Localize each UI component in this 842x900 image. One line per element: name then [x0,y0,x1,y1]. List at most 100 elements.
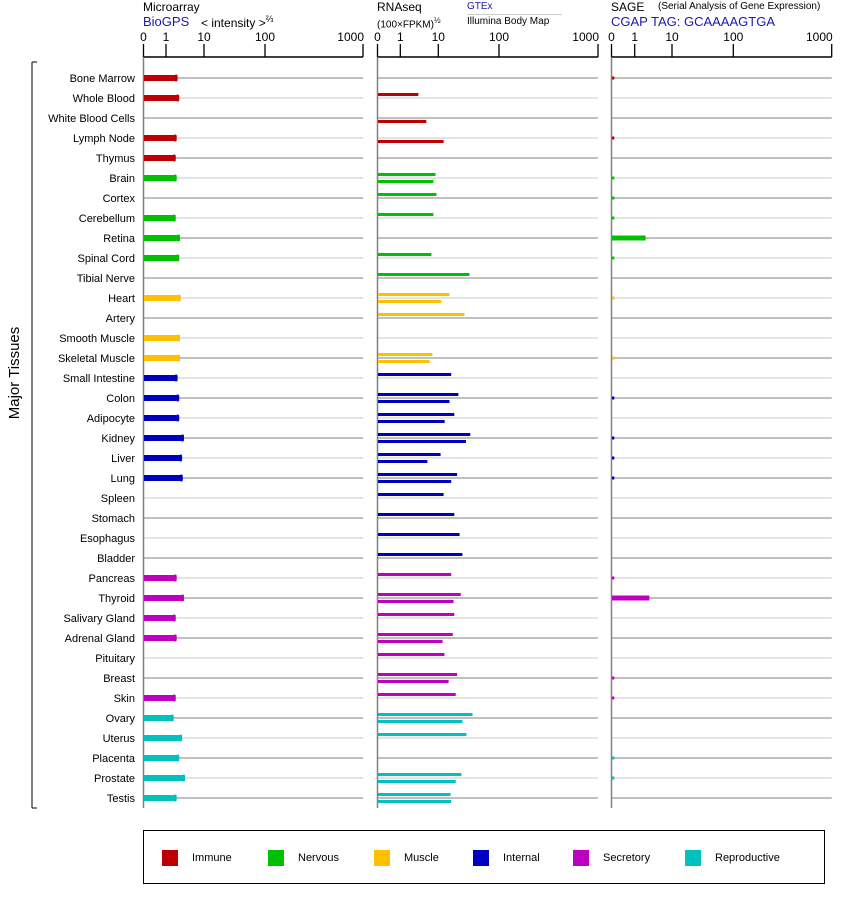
microarray-bar-cap [177,294,181,302]
gtex-bar [378,93,419,96]
tissue-label: Colon [106,393,135,405]
legend-swatch [268,850,284,866]
sage-bar [612,576,615,580]
gtex-bar [378,553,463,556]
illumina-bar [378,440,466,443]
microarray-bar [144,695,174,701]
sage-bar [612,476,615,480]
microarray-bar-cap [176,414,180,422]
gtex-bar [378,653,445,656]
tissue-label: Ovary [106,713,136,725]
sage-bar [612,396,615,400]
microarray-bar-cap [173,134,177,142]
microarray-bar-cap [173,794,177,802]
gtex-bar [378,593,461,596]
tissue-label: Esophagus [80,533,136,545]
illumina-label: Illumina Body Map [467,16,550,27]
microarray-bar-cap [174,74,178,82]
illumina-bar [378,180,434,183]
legend-item-secretory: Secretory [573,850,650,866]
sage-bar [612,176,615,180]
sage-bar [612,696,615,700]
gtex-bar [378,493,444,496]
microarray-bar-cap [179,474,183,482]
microarray-bar-cap [180,434,184,442]
microarray-bar [144,155,174,161]
sage-bar [612,256,615,260]
microarray-bar [144,755,177,761]
gtex-bar [378,533,460,536]
gtex-bar [378,253,432,256]
sage-bar [612,76,615,80]
tissue-label: Breast [103,673,135,685]
microarray-tick-label: 0 [140,30,147,44]
gtex-bar [378,633,453,636]
illumina-bar [378,720,463,723]
legend-swatch [162,850,178,866]
tissue-label: Prostate [94,773,135,785]
microarray-bar [144,435,182,441]
illumina-bar [378,120,427,123]
sage-subtitle: (Serial Analysis of Gene Expression) [658,1,821,12]
biogps-link[interactable]: BioGPS [143,14,190,29]
rnaseq-tick-label: 10 [432,30,446,44]
illumina-bar [378,480,452,483]
gtex-bar [378,173,436,176]
legend: Immune Nervous Muscle Internal Secretory Repr… [143,830,825,884]
microarray-bar [144,415,177,421]
gtex-bar [378,373,452,376]
gtex-bar [378,293,450,296]
tissue-label: Stomach [92,513,135,525]
tissue-label: Tibial Nerve [77,273,135,285]
illumina-bar [378,140,444,143]
microarray-bar [144,575,175,581]
microarray-bar-cap [173,574,177,582]
gtex-bar [378,713,473,716]
microarray-tick-label: 1000 [337,30,364,44]
sage-bar [612,756,615,760]
sage-bar [612,216,615,220]
rnaseq-unit-exponent: ½ [433,16,441,25]
gtex-bar [378,573,452,576]
cgap-tag-link[interactable]: CGAP TAG: GCAAAAGTGA [611,14,775,29]
gtex-bar [378,353,433,356]
microarray-bar-cap [170,714,174,722]
illumina-bar [378,400,450,403]
tissue-label: Heart [108,293,135,305]
rnaseq-unit: (100×FPKM)½ [377,16,441,30]
microarray-title: Microarray [143,0,200,14]
microarray-bar [144,795,175,801]
microarray-bar [144,735,180,741]
illumina-bar [378,640,443,643]
sage-bar [612,356,615,360]
sage-bar [612,436,615,440]
sage-bar [612,296,615,300]
microarray-bar-cap [176,394,180,402]
tissue-label: Placenta [92,753,136,765]
microarray-bar [144,175,175,181]
legend-label: Muscle [404,852,439,864]
rnaseq-tick-label: 1 [397,30,404,44]
gtex-link[interactable]: GTEx [467,1,493,12]
microarray-bar-cap [172,614,176,622]
tissue-label: Small Intestine [63,373,135,385]
microarray-bar [144,95,177,101]
sage-tick-label: 0 [608,30,615,44]
legend-swatch [473,850,489,866]
microarray-bar-cap [172,214,176,222]
tissue-label: Pancreas [89,573,136,585]
gtex-bar [378,213,434,216]
gtex-bar [378,473,458,476]
tissue-label: Adrenal Gland [65,633,135,645]
tissue-label: Kidney [101,433,135,445]
tissue-label: Uterus [103,733,136,745]
microarray-bar-cap [179,734,183,742]
illumina-bar [378,420,445,423]
tissue-label: Retina [103,233,136,245]
microarray-bar [144,255,177,261]
tissue-label: Cerebellum [79,213,135,225]
microarray-bar-cap [174,374,178,382]
tissue-label: Testis [107,793,136,805]
legend-swatch [374,850,390,866]
microarray-bar [144,375,176,381]
